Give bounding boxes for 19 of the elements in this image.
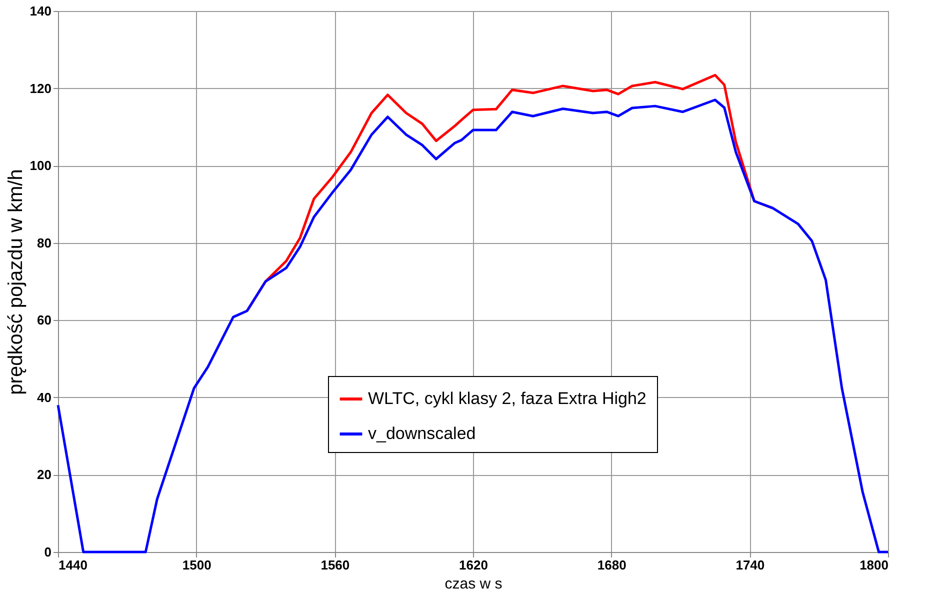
x-tick-label: 1440	[58, 558, 88, 572]
x-tick-label: 1740	[736, 558, 765, 572]
x-tick-label: 1560	[320, 558, 350, 572]
y-tick-label: 40	[37, 390, 52, 405]
x-axis-title: czas w s	[444, 576, 502, 592]
y-tick-label: 0	[44, 544, 52, 560]
y-tick-label: 140	[30, 4, 52, 18]
legend-label: v_downscaled	[368, 424, 476, 443]
y-tick-label: 60	[37, 312, 52, 328]
y-tick-label: 100	[30, 158, 52, 174]
y-tick-label: 80	[37, 235, 52, 250]
x-tick-label: 1800	[860, 558, 888, 572]
y-tick-label: 120	[30, 80, 52, 96]
y-tick-label: 20	[37, 467, 52, 482]
x-tick-label: 1500	[182, 558, 212, 572]
x-tick-label: 1620	[459, 558, 488, 572]
legend-label: WLTC, cykl klasy 2, faza Extra High2	[368, 389, 646, 408]
x-tick-label: 1680	[597, 558, 626, 572]
y-axis-title: prędkość pojazdu w km/h	[4, 169, 27, 395]
